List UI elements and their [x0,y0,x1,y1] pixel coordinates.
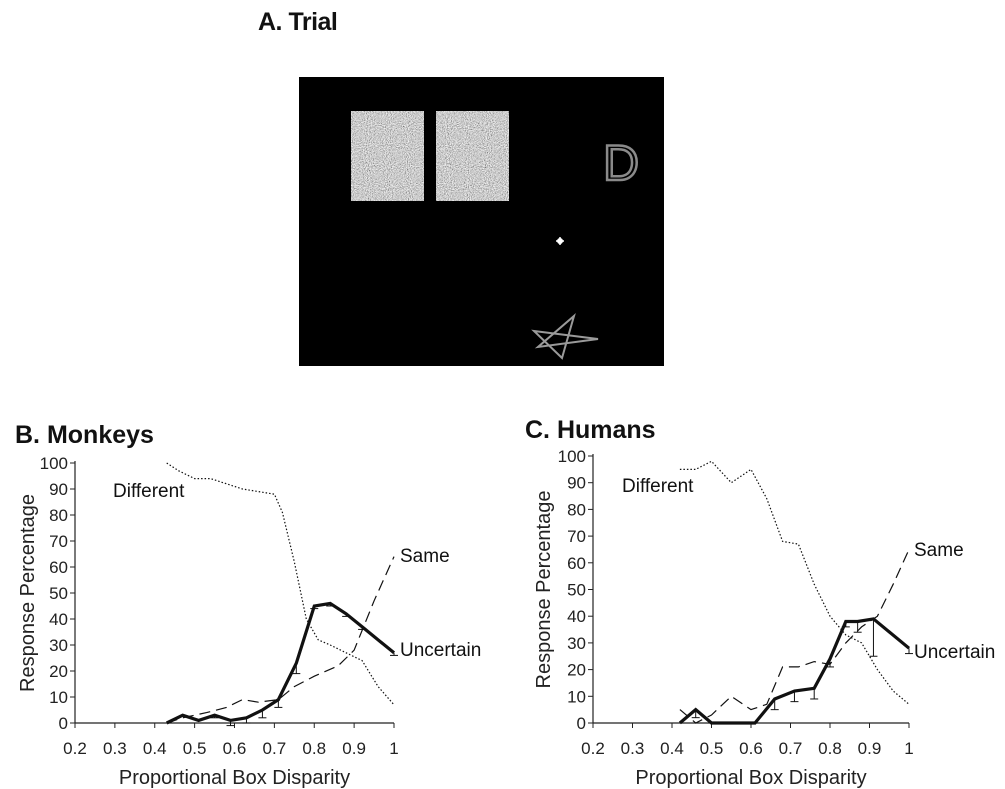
x-tick-label: 0.5 [183,739,207,758]
x-tick-label: 0.4 [143,739,167,758]
x-tick-label: 0.7 [263,739,287,758]
cursor-star-icon [556,237,564,245]
chart-title: C. Humans [525,416,656,444]
series-different-line [679,460,910,705]
x-axis-label: Proportional Box Disparity [635,767,866,789]
series-label-uncertain: Uncertain [400,640,481,661]
y-tick-label: 20 [567,661,586,680]
x-tick-label: 0.8 [818,739,842,758]
x-tick-label: 0.2 [581,739,605,758]
chart-humans: C. Humans 0 10 20 30 40 50 60 70 80 90 100 0.2 0.3 0.4… [525,416,995,789]
series-label-different: Different [113,481,185,502]
y-tick-label: 50 [567,581,586,600]
y-tick-label: 10 [567,687,586,706]
series-label-uncertain: Uncertain [914,642,995,663]
uncertain-star-icon [531,313,599,360]
x-tick-label: 0.9 [858,739,882,758]
x-tick-label: 0.3 [621,739,645,758]
y-tick-label: 70 [49,532,68,551]
series-uncertain-line [678,617,911,725]
series-label-same: Same [914,540,964,561]
y-tick-label: 20 [49,662,68,681]
chart-monkeys: B. Monkeys 0 10 20 30 40 50 60 70 80 90 100 0.2 0.3 0.… [15,421,481,789]
x-tick-label: 0.4 [660,739,684,758]
x-axis-label: Proportional Box Disparity [119,767,350,789]
trial-display: D [299,77,664,366]
y-axis-label: Response Percentage [17,494,39,692]
y-tick-label: 40 [49,610,68,629]
stimulus-box-right [436,111,509,201]
y-tick-label: 0 [59,714,68,733]
same-different-letter-icon: D [603,135,639,191]
y-tick-label: 90 [567,474,586,493]
y-tick-label: 80 [49,506,68,525]
y-tick-label: 100 [40,454,68,473]
y-tick-label: 90 [49,480,68,499]
trial-display-graphics: D [351,111,640,360]
x-tick-label: 0.2 [63,739,87,758]
series-different-line [166,462,395,706]
y-tick-label: 30 [567,634,586,653]
chart-title: B. Monkeys [15,421,154,449]
stimulus-box-left [351,111,424,201]
y-tick-label: 100 [558,447,586,466]
trial-panel-title: A. Trial [258,8,338,36]
x-tick-label: 1 [389,739,398,758]
y-tick-label: 40 [567,607,586,626]
y-tick-label: 0 [577,714,586,733]
y-axis-label: Response Percentage [533,491,555,689]
y-tick-label: 80 [567,500,586,519]
x-tick-label: 1 [904,739,913,758]
y-tick-label: 60 [49,558,68,577]
x-tick-label: 0.5 [700,739,724,758]
x-tick-label: 0.8 [302,739,326,758]
y-tick-label: 30 [49,636,68,655]
y-tick-label: 60 [567,554,586,573]
x-tick-label: 0.6 [223,739,247,758]
y-tick-label: 50 [49,584,68,603]
x-tick-label: 0.7 [779,739,803,758]
x-tick-label: 0.9 [342,739,366,758]
series-uncertain-line [165,601,396,725]
x-tick-label: 0.6 [739,739,763,758]
y-tick-label: 70 [567,527,586,546]
series-label-same: Same [400,546,450,567]
y-tick-label: 10 [49,688,68,707]
x-tick-label: 0.3 [103,739,127,758]
series-label-different: Different [622,476,694,497]
series-same-line [166,556,395,724]
